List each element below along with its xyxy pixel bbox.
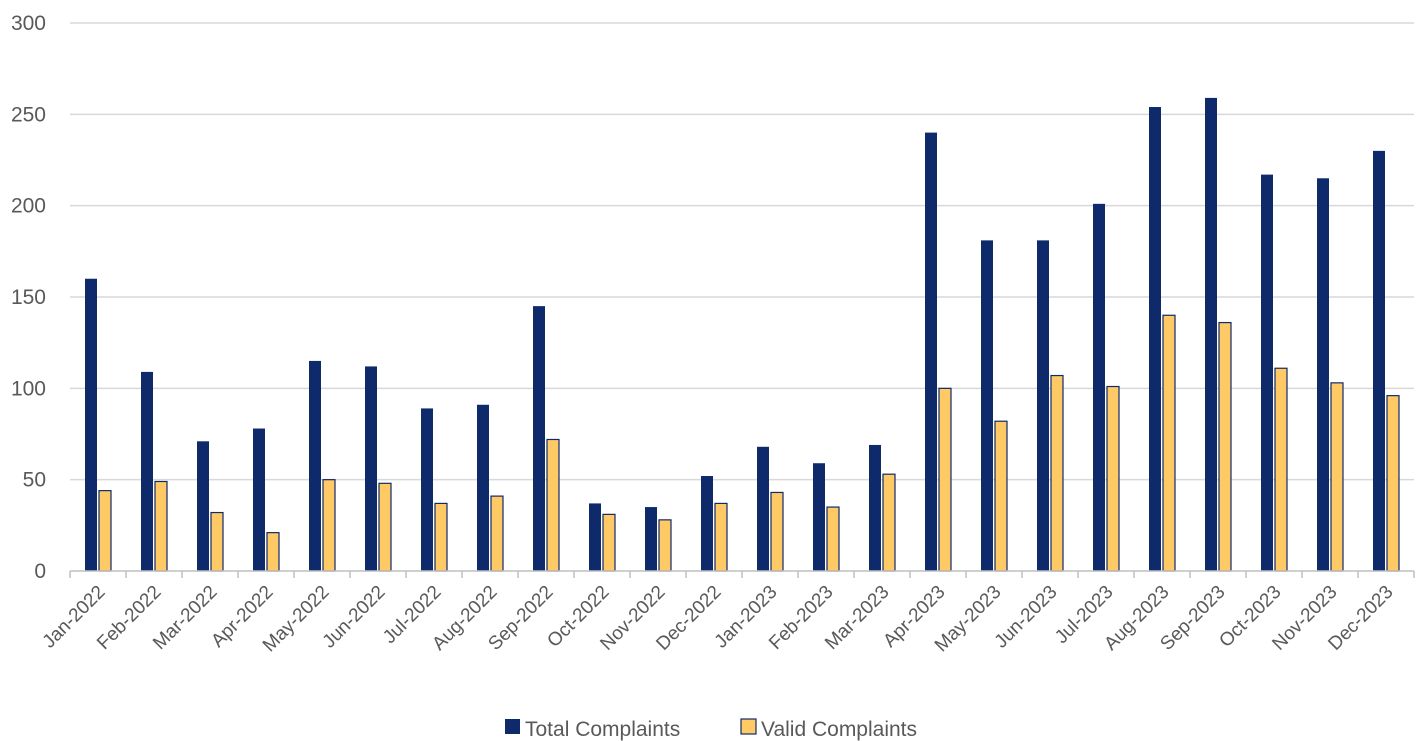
- y-tick-label: 150: [11, 286, 46, 309]
- bar-total-complaints: [701, 476, 713, 571]
- bar-total-complaints: [981, 240, 993, 571]
- bar-total-complaints: [1149, 107, 1161, 571]
- bar-valid-complaints: [266, 532, 280, 572]
- bar-total-complaints: [589, 503, 601, 571]
- bar-valid-complaints: [770, 491, 784, 572]
- legend-swatch-valid-complaints: [740, 718, 757, 735]
- bar-total-complaints: [645, 507, 657, 571]
- bar-total-complaints: [1093, 203, 1105, 571]
- y-tick-label: 0: [34, 560, 46, 583]
- bar-total-complaints: [533, 306, 545, 571]
- y-axis-ticks: 0 50 100 150 200 250 300: [11, 12, 46, 583]
- y-tick-label: 250: [11, 103, 46, 126]
- bar-valid-complaints: [98, 490, 112, 572]
- bar-total-complaints: [85, 278, 97, 571]
- bar-total-complaints: [1037, 240, 1049, 571]
- bar-valid-complaints: [1050, 374, 1064, 572]
- bar-total-complaints: [253, 428, 265, 571]
- bar-valid-complaints: [154, 480, 168, 572]
- x-axis-ticks: Jan-2022Feb-2022Mar-2022Apr-2022May-2022…: [39, 582, 1398, 657]
- bar-total-complaints: [141, 371, 153, 571]
- legend-label-valid-complaints: Valid Complaints: [761, 718, 917, 741]
- bar-valid-complaints: [1274, 367, 1288, 572]
- bar-total-complaints: [421, 408, 433, 571]
- legend-swatch-total-complaints: [505, 719, 520, 734]
- gridlines: [70, 22, 1414, 481]
- bar-total-complaints: [1205, 97, 1217, 571]
- bar-valid-complaints: [1218, 321, 1232, 572]
- bar-total-complaints: [869, 444, 881, 571]
- bar-valid-complaints: [546, 438, 560, 572]
- y-tick-label: 50: [23, 469, 46, 492]
- bar-valid-complaints: [378, 482, 392, 572]
- bar-valid-complaints: [210, 511, 224, 572]
- bar-valid-complaints: [938, 387, 952, 572]
- bar-total-complaints: [1261, 174, 1273, 571]
- bar-valid-complaints: [658, 519, 672, 572]
- bar-valid-complaints: [714, 502, 728, 572]
- bar-valid-complaints: [1386, 395, 1400, 572]
- bar-valid-complaints: [602, 513, 616, 572]
- legend-label-total-complaints: Total Complaints: [525, 718, 680, 741]
- bar-valid-complaints: [1330, 382, 1344, 572]
- bar-valid-complaints: [826, 506, 840, 572]
- x-axis: [69, 570, 1415, 578]
- bar-total-complaints: [309, 360, 321, 571]
- legend: Total Complaints Valid Complaints: [505, 718, 917, 741]
- bar-valid-complaints: [1106, 385, 1120, 572]
- y-tick-label: 200: [11, 195, 46, 218]
- bar-total-complaints: [1373, 150, 1385, 571]
- bar-valid-complaints: [434, 502, 448, 572]
- bar-total-complaints: [477, 404, 489, 571]
- bar-valid-complaints: [882, 473, 896, 572]
- bar-total-complaints: [925, 132, 937, 571]
- y-tick-label: 300: [11, 12, 46, 35]
- bars: [85, 97, 1400, 572]
- bar-valid-complaints: [994, 420, 1008, 572]
- y-tick-label: 100: [11, 377, 46, 400]
- bar-valid-complaints: [322, 479, 336, 572]
- bar-total-complaints: [813, 463, 825, 571]
- bar-total-complaints: [365, 366, 377, 571]
- bar-valid-complaints: [490, 495, 504, 572]
- bar-total-complaints: [757, 446, 769, 571]
- bar-total-complaints: [197, 441, 209, 571]
- bar-valid-complaints: [1162, 314, 1176, 572]
- bar-total-complaints: [1317, 178, 1329, 571]
